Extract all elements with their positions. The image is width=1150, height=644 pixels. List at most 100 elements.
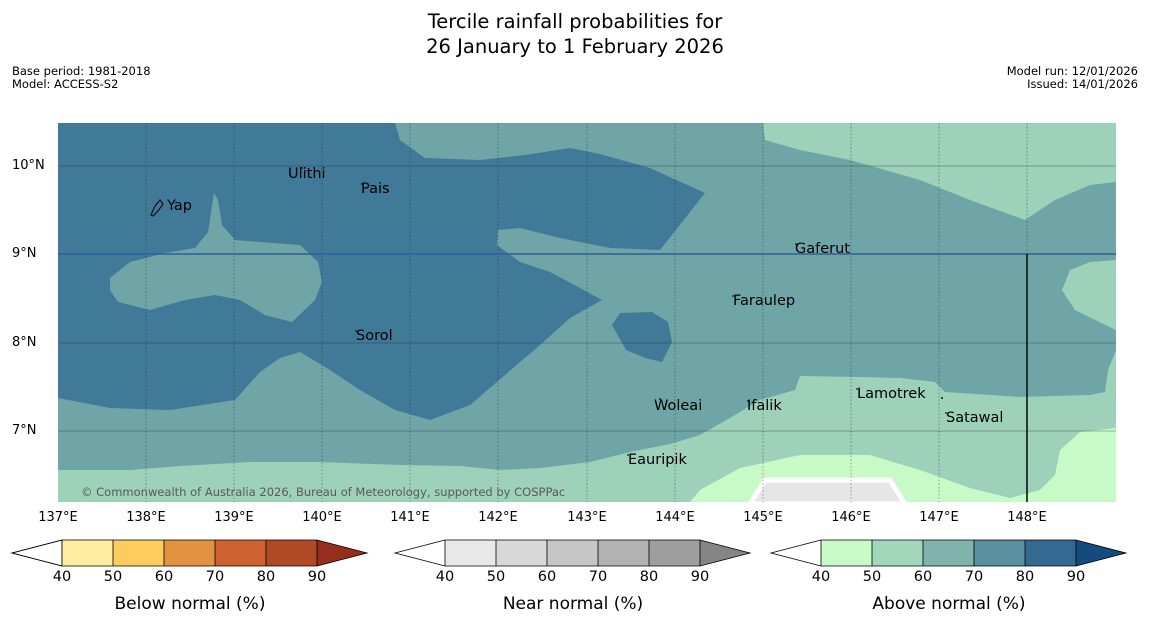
colorbar-below-tick: 60 [154, 569, 174, 585]
colorbar-near-segment [598, 540, 649, 566]
colorbar-above-tick: 60 [913, 569, 933, 585]
yap-island-outline [150, 199, 164, 217]
copyright-text: © Commonwealth of Australia 2026, Bureau… [81, 485, 566, 499]
map-regions [58, 123, 1116, 502]
colorbar-below-title: Below normal (%) [114, 594, 266, 614]
colorbar-below-high-arrow [317, 540, 367, 566]
graticule [58, 123, 1116, 502]
lon-label: 137°E [38, 510, 78, 525]
lon-label: 138°E [126, 510, 166, 525]
island-dot [945, 412, 947, 414]
lon-label: 147°E [919, 510, 959, 525]
place-label-yap: Yap [167, 198, 192, 214]
colorbar-below-outline [10, 539, 369, 567]
colorbar-above-tick: 80 [1015, 569, 1035, 585]
place-label-pais: Pais [361, 181, 390, 197]
place-label-woleai: Woleai [654, 398, 703, 414]
meta-right: Model run: 12/01/2026 Issued: 14/01/2026 [1007, 65, 1138, 91]
colorbar-near-title: Near normal (%) [502, 594, 644, 614]
colorbar-below-segment [62, 540, 113, 566]
colorbar-above-tick: 90 [1066, 569, 1086, 585]
colorbar-near-tick: 40 [435, 569, 455, 585]
colorbar-near-tick: 80 [639, 569, 659, 585]
island-dot [795, 243, 797, 245]
lon-label: 143°E [567, 510, 607, 525]
colorbar-above-segment [974, 540, 1025, 566]
colorbar-below-segment [164, 540, 215, 566]
place-label-lamotrek: Lamotrek [857, 386, 926, 402]
base-period-text: Base period: 1981-2018 [12, 64, 151, 78]
lon-label: 145°E [743, 510, 783, 525]
title-line-2: 26 January to 1 February 2026 [426, 35, 724, 58]
place-label-faraulep: Faraulep [733, 293, 796, 309]
island-dot [659, 398, 661, 400]
colorbar-above-segment [1025, 540, 1076, 566]
region-dark-blob [612, 312, 672, 362]
lon-label: 142°E [478, 510, 518, 525]
colorbar-below-segment [215, 540, 266, 566]
lon-label: 144°E [655, 510, 695, 525]
colorbar-near-segment [445, 540, 496, 566]
colorbar-near-tick: 90 [690, 569, 710, 585]
colorbar-above-segment [872, 540, 923, 566]
lat-label: 9°N [12, 246, 37, 261]
colorbar-below-tick: 90 [307, 569, 327, 585]
island-dot [941, 397, 943, 399]
colorbar-below-tick: 40 [52, 569, 72, 585]
issued-text: Issued: 14/01/2026 [1027, 77, 1138, 91]
colorbar-below-low-arrow [10, 539, 63, 567]
place-label-ifalik: Ifalik [747, 398, 782, 414]
colorbar-near-segment [496, 540, 547, 566]
colorbar-above [769, 539, 1128, 567]
model-run-text: Model run: 12/01/2026 [1006, 64, 1138, 78]
colorbar-above-segment [923, 540, 974, 566]
lat-label: 8°N [12, 335, 37, 350]
colorbar-above-segment [821, 540, 872, 566]
island-dot [355, 330, 357, 332]
colorbar-above-tick: 70 [964, 569, 984, 585]
map-title: Tercile rainfall probabilities for 26 Ja… [0, 9, 1150, 59]
colorbar-near-high-arrow [700, 540, 750, 566]
lon-label: 146°E [831, 510, 871, 525]
lat-label: 10°N [12, 158, 45, 173]
parallel-lines [58, 165, 1116, 432]
colorbar-near [393, 539, 752, 567]
colorbar-above-low-arrow [771, 540, 821, 566]
colorbar-below-tick: 80 [256, 569, 276, 585]
colorbar-near-tick: 70 [588, 569, 608, 585]
region-mid-inlet [110, 193, 322, 322]
colorbar-near-tick: 50 [486, 569, 506, 585]
colorbar-near-segment [649, 540, 700, 566]
colorbar-above-title: Above normal (%) [872, 594, 1026, 614]
colorbar-below-tick: 50 [103, 569, 123, 585]
colorbar-below-tick: 70 [205, 569, 225, 585]
lon-label: 148°E [1007, 510, 1047, 525]
place-label-gaferut: Gaferut [795, 241, 850, 257]
title-line-1: Tercile rainfall probabilities for [427, 10, 723, 33]
region-grey-patch [748, 477, 907, 502]
colorbar-above-outline [769, 539, 1128, 567]
place-label-eauripik: Eauripik [628, 452, 687, 468]
colorbars [10, 539, 1128, 567]
colorbar-above-tick: 40 [811, 569, 831, 585]
colorbar-above-tick: 50 [862, 569, 882, 585]
lon-label: 141°E [390, 510, 430, 525]
colorbar-below-segment [113, 540, 164, 566]
meridian-lines [145, 123, 1028, 502]
colorbar-near-low-arrow [395, 540, 445, 566]
colorbar-below [10, 539, 369, 567]
island-dot [747, 400, 749, 402]
colorbar-below-segment [266, 540, 317, 566]
meta-left: Base period: 1981-2018 Model: ACCESS-S2 [12, 65, 151, 91]
colorbar-near-segment [547, 540, 598, 566]
place-label-sorol: Sorol [356, 328, 393, 344]
colorbar-near-tick: 60 [537, 569, 557, 585]
region-dark [58, 123, 705, 420]
lat-label: 7°N [12, 423, 37, 438]
place-label-ulithi: Ulithi [288, 166, 326, 182]
island-dot [301, 167, 303, 169]
place-label-satawal: Satawal [946, 410, 1004, 426]
model-text: Model: ACCESS-S2 [12, 77, 119, 91]
colorbar-above-high-arrow [1076, 540, 1126, 566]
